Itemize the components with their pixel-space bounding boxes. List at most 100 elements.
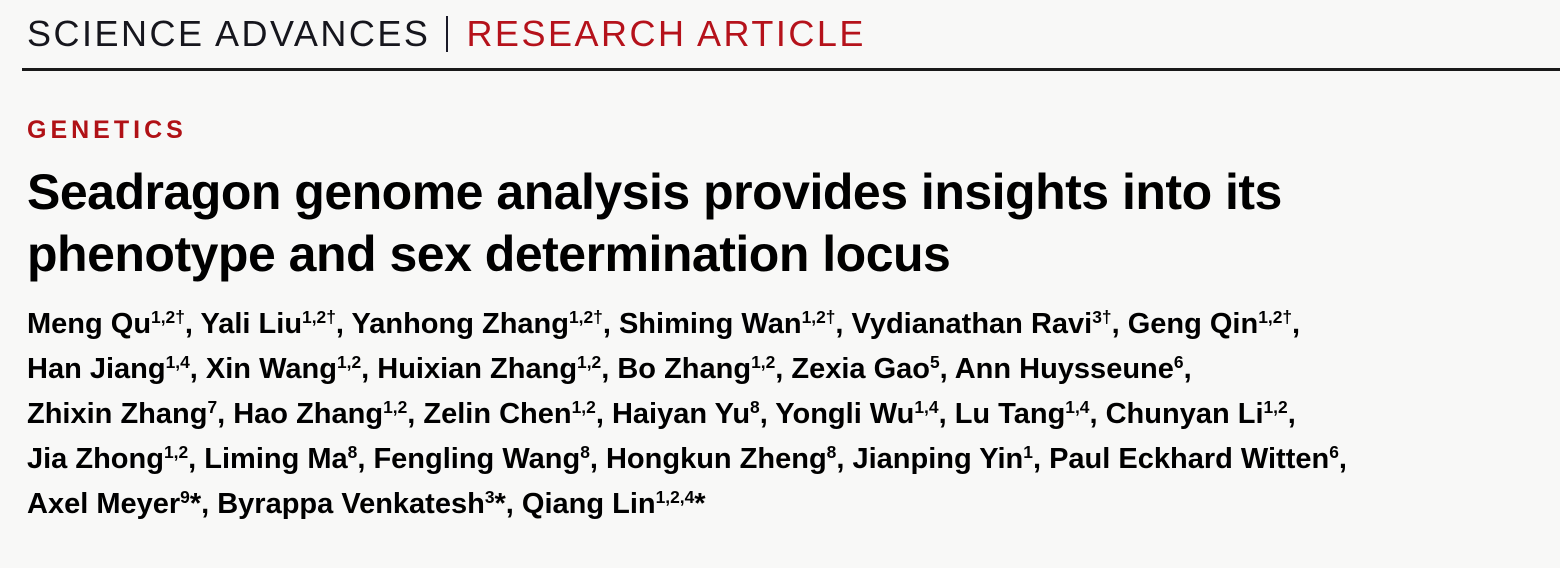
author-affiliation-superscript: 3 — [484, 487, 495, 508]
author-name: Jianping Yin — [852, 443, 1024, 475]
author-affiliation-superscript: 8 — [826, 442, 837, 463]
article-title-line2: phenotype and sex determination locus — [27, 226, 951, 282]
author-separator: , — [601, 353, 618, 385]
journal-name: SCIENCE ADVANCES — [27, 13, 431, 54]
author-name: Shiming Wan — [618, 308, 802, 340]
author-separator: , — [188, 443, 205, 475]
author-line: Axel Meyer9*, Byrappa Venkatesh3*, Qiang… — [27, 482, 1533, 527]
author-separator: , — [335, 308, 352, 340]
author-line: Zhixin Zhang7, Hao Zhang1,2, Zelin Chen1… — [27, 392, 1533, 437]
author-separator: , — [1338, 443, 1347, 475]
author-name: Axel Meyer — [27, 488, 181, 520]
author-separator: , — [1287, 398, 1296, 430]
author-affiliation-superscript: 9 — [180, 487, 190, 508]
author-affiliation-superscript: 1,2 — [571, 397, 596, 418]
author-name: Zelin Chen — [423, 398, 572, 430]
author-line: Meng Qu1,2†, Yali Liu1,2†, Yanhong Zhang… — [27, 302, 1533, 347]
author-name: Huixian Zhang — [377, 353, 578, 385]
author-name: Paul Eckhard Witten — [1049, 443, 1330, 475]
author-name: Fengling Wang — [373, 443, 581, 475]
article-type-label: RESEARCH ARTICLE — [466, 13, 866, 54]
author-separator: , — [1183, 353, 1192, 385]
author-affiliation-superscript: 1,2† — [801, 307, 836, 328]
author-separator: , — [759, 398, 776, 430]
masthead: SCIENCE ADVANCES RESEARCH ARTICLE — [0, 0, 1560, 53]
author-name: Zhixin Zhang — [27, 398, 208, 430]
author-separator: *, — [494, 488, 522, 520]
author-affiliation-superscript: 1,2,4 — [655, 487, 695, 508]
author-name: Hao Zhang — [233, 398, 384, 430]
author-separator: , — [595, 398, 612, 430]
author-affiliation-superscript: 1,2 — [1263, 397, 1288, 418]
author-affiliation-superscript: 1,2 — [163, 442, 189, 463]
article-title: Seadragon genome analysis provides insig… — [27, 161, 1533, 285]
author-name: Haiyan Yu — [611, 398, 751, 430]
author-name: Meng Qu — [27, 308, 152, 340]
author-affiliation-superscript: 1,4 — [165, 352, 190, 373]
author-name: Byrappa Venkatesh — [217, 488, 485, 520]
author-affiliation-superscript: 8 — [347, 442, 358, 463]
author-name: Jia Zhong — [27, 443, 164, 475]
author-name: Liming Ma — [204, 443, 348, 475]
author-affiliation-superscript: 1 — [1023, 442, 1033, 463]
author-affiliation-superscript: 1,2 — [751, 352, 776, 373]
author-affiliation-superscript: 1,2† — [151, 307, 185, 328]
author-affiliation-superscript: 1,2† — [302, 307, 336, 328]
author-name: Bo Zhang — [617, 353, 752, 385]
author-name: Geng Qin — [1127, 308, 1259, 340]
section-label: GENETICS — [27, 116, 187, 144]
author-affiliation-superscript: 8 — [750, 397, 760, 418]
author-name: Lu Tang — [954, 398, 1066, 430]
author-separator: , — [835, 308, 852, 340]
author-affiliation-superscript: 1,2 — [577, 352, 602, 373]
author-affiliation-superscript: 5 — [930, 352, 940, 373]
author-separator: , — [1032, 443, 1050, 475]
author-affiliation-superscript: 1,2† — [568, 307, 603, 328]
author-affiliation-superscript: 7 — [207, 397, 218, 418]
author-separator: , — [1111, 308, 1128, 340]
author-affiliation-superscript: 1,2† — [1258, 307, 1293, 328]
author-separator: , — [217, 398, 234, 430]
author-name: Han Jiang — [27, 353, 166, 385]
article-header-content: GENETICS Seadragon genome analysis provi… — [0, 116, 1560, 527]
article-title-line1: Seadragon genome analysis provides insig… — [27, 164, 1282, 220]
author-name: Chunyan Li — [1105, 398, 1264, 430]
author-affiliation-superscript: 1,4 — [914, 397, 939, 418]
author-affiliation-superscript: 8 — [580, 442, 590, 463]
author-affiliation-superscript: 1,2 — [336, 352, 362, 373]
author-separator: , — [1292, 308, 1301, 340]
author-separator: , — [357, 443, 374, 475]
masthead-separator-bar — [446, 16, 449, 52]
author-name: Xin Wang — [205, 353, 337, 385]
author-name: Yongli Wu — [775, 398, 915, 430]
author-line: Jia Zhong1,2, Liming Ma8, Fengling Wang8… — [27, 437, 1533, 482]
author-separator: , — [407, 398, 424, 430]
author-affiliation-superscript: 3† — [1092, 307, 1112, 328]
author-name: Yanhong Zhang — [351, 308, 569, 340]
masthead-rule — [22, 68, 1560, 71]
author-separator: , — [184, 308, 201, 340]
author-separator: *, — [189, 488, 218, 520]
author-name: Zexia Gao — [791, 353, 930, 385]
author-separator: * — [694, 488, 706, 520]
author-separator: , — [939, 353, 955, 385]
author-affiliation-superscript: 6 — [1173, 352, 1184, 373]
author-name: Qiang Lin — [521, 488, 656, 520]
author-name: Ann Huysseune — [954, 353, 1174, 385]
author-name: Yali Liu — [200, 308, 303, 340]
author-affiliation-superscript: 6 — [1329, 442, 1339, 463]
author-line: Han Jiang1,4, Xin Wang1,2, Huixian Zhang… — [27, 347, 1533, 392]
author-separator: , — [938, 398, 955, 430]
author-name: Hongkun Zheng — [605, 443, 827, 475]
author-separator: , — [589, 443, 606, 475]
author-separator: , — [1089, 398, 1106, 430]
author-separator: , — [602, 308, 619, 340]
author-separator: , — [836, 443, 853, 475]
author-separator: , — [775, 353, 792, 385]
author-name: Vydianathan Ravi — [851, 308, 1093, 340]
author-separator: , — [189, 353, 206, 385]
author-separator: , — [361, 353, 378, 385]
author-affiliation-superscript: 1,4 — [1065, 397, 1090, 418]
author-list: Meng Qu1,2†, Yali Liu1,2†, Yanhong Zhang… — [27, 302, 1533, 527]
